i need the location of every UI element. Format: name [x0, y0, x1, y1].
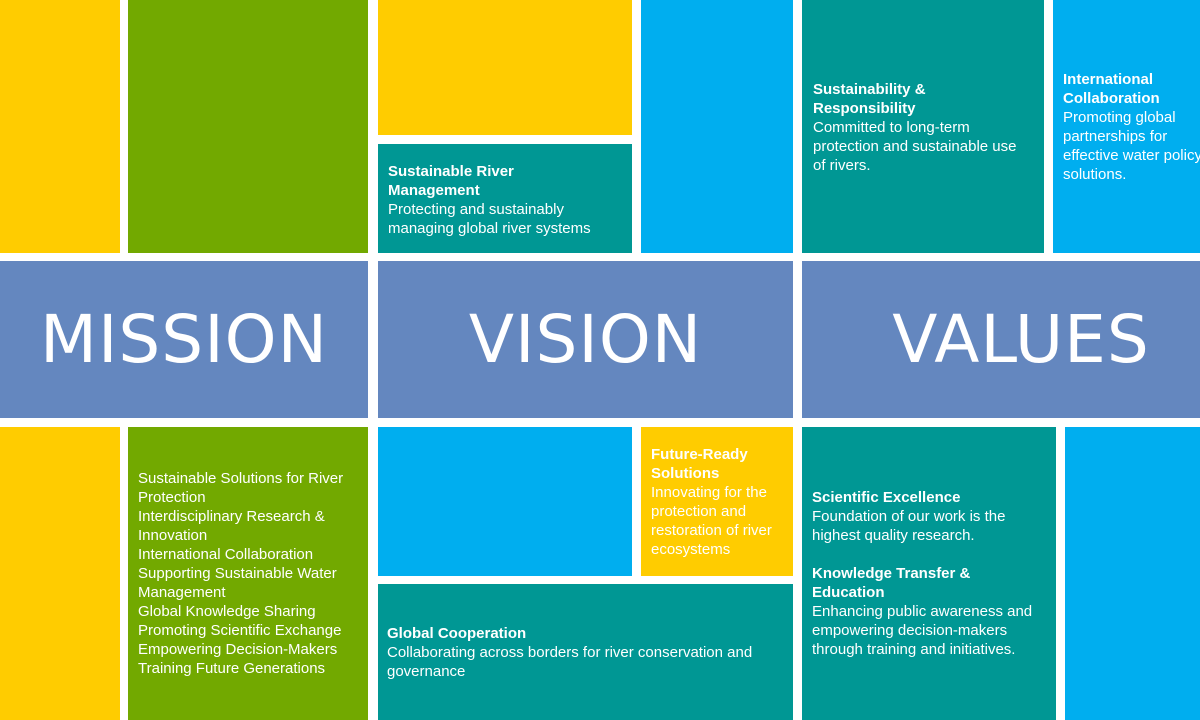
green-tile: [128, 0, 368, 253]
mission-item: Innovation: [138, 527, 208, 544]
values-label: VALUES: [892, 301, 1150, 378]
tile-text: Enhancing public awareness and: [812, 603, 1033, 620]
tile-title: Sustainability &: [813, 81, 926, 98]
tile-text: through training and initiatives.: [812, 641, 1016, 658]
mission-heading: MISSION: [0, 261, 368, 418]
tile-text: protection and sustainable use: [813, 138, 1017, 155]
tile-text: empowering decision-makers: [812, 622, 1008, 639]
mission-label: MISSION: [40, 301, 328, 378]
tile-title: Knowledge Transfer &: [812, 565, 971, 582]
tile-title: Management: [388, 182, 480, 199]
yellow-tile: [378, 0, 632, 135]
mission-item: Supporting Sustainable Water: [138, 565, 337, 582]
tile-text: highest quality research.: [812, 527, 975, 544]
vision-heading: VISION: [378, 261, 793, 418]
values-international-tile: International Collaboration Promoting gl…: [1053, 0, 1200, 253]
tile-text: Innovating for the: [651, 484, 767, 501]
tile-text: Committed to long-term: [813, 119, 970, 136]
tile-title: Global Cooperation: [387, 625, 527, 642]
mission-item: International Collaboration: [138, 546, 314, 563]
mission-item: Management: [138, 584, 226, 601]
tile-text: managing global river systems: [388, 220, 591, 237]
mission-list-tile: Sustainable Solutions for River Protecti…: [128, 427, 368, 720]
tile-text: Promoting global: [1063, 109, 1176, 126]
values-sustainability-tile: Sustainability & Responsibility Committe…: [802, 0, 1044, 253]
tile-text: partnerships for: [1063, 128, 1168, 145]
tile-text: Foundation of our work is the: [812, 508, 1006, 525]
vision-river-management-tile: Sustainable River Management Protecting …: [378, 144, 632, 253]
tile-text: Collaborating across borders for river c…: [387, 644, 753, 661]
mission-item: Empowering Decision-Makers: [138, 641, 338, 658]
tile-title: Collaboration: [1063, 90, 1160, 107]
tile-title: Solutions: [651, 465, 720, 482]
values-heading: VALUES: [802, 261, 1200, 418]
blue-tile: [378, 427, 632, 576]
tile-text: Protecting and sustainably: [388, 201, 564, 218]
tile-text: solutions.: [1063, 166, 1127, 183]
tile-title: Education: [812, 584, 885, 601]
yellow-tile: [0, 0, 120, 253]
tile-text: of rivers.: [813, 157, 871, 174]
blue-tile: [1065, 427, 1200, 720]
mission-item: Promoting Scientific Exchange: [138, 622, 342, 639]
tile-title: Future-Ready: [651, 446, 748, 463]
mission-item: Protection: [138, 489, 206, 506]
values-scientific-knowledge-tile: Scientific Excellence Foundation of our …: [802, 427, 1056, 720]
tile-title: Responsibility: [813, 100, 916, 117]
mission-item: Interdisciplinary Research &: [138, 508, 325, 525]
vision-label: VISION: [468, 301, 703, 378]
vision-global-cooperation-tile: Global Cooperation Collaborating across …: [378, 584, 793, 720]
mission-item: Global Knowledge Sharing: [138, 603, 316, 620]
tile-title: Scientific Excellence: [812, 489, 961, 506]
mission-item: Sustainable Solutions for River: [138, 470, 344, 487]
mission-item: Training Future Generations: [138, 660, 326, 677]
tile-text: governance: [387, 663, 466, 680]
tile-text: ecosystems: [651, 541, 731, 558]
tile-title: International: [1063, 71, 1154, 88]
tile-text: restoration of river: [651, 522, 772, 539]
vision-future-ready-tile: Future-Ready Solutions Innovating for th…: [641, 427, 793, 576]
yellow-tile: [0, 427, 120, 720]
blue-tile: [641, 0, 793, 253]
tile-text: effective water policy: [1063, 147, 1200, 164]
tile-text: protection and: [651, 503, 747, 520]
tile-title: Sustainable River: [388, 163, 514, 180]
